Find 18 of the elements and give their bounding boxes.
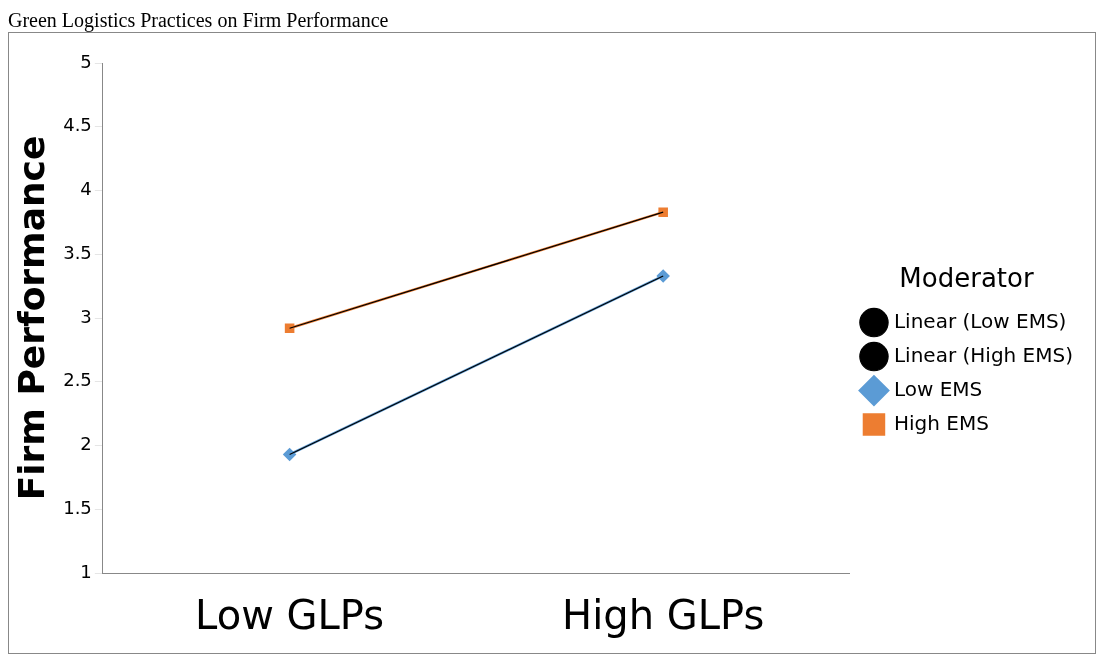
y-tick-label: 1.5 [63, 496, 92, 518]
legend-title: Moderator [899, 263, 1034, 294]
y-tick-label: 3.5 [63, 241, 92, 263]
legend-label: Linear (High EMS) [893, 342, 1074, 367]
x-tick-label: Low GLPs [195, 592, 385, 639]
y-tick-label: 3 [80, 305, 92, 327]
chart-title: Green Logistics Practices on Firm Performance [8, 8, 390, 32]
legend-label: Linear (Low EMS) [893, 308, 1067, 333]
legend-label: Low EMS [893, 376, 983, 401]
y-tick-label: 5 [80, 50, 92, 72]
y-tick-label: 2 [80, 433, 92, 455]
y-axis-title: Firm Performance [10, 135, 52, 501]
y-tick-label: 2.5 [63, 369, 92, 391]
legend-label: High EMS [893, 410, 989, 435]
y-tick-label: 4.5 [63, 114, 92, 136]
y-tick-label: 1 [80, 560, 92, 582]
y-tick-label: 4 [80, 178, 92, 200]
x-tick-label: High GLPs [562, 592, 765, 639]
